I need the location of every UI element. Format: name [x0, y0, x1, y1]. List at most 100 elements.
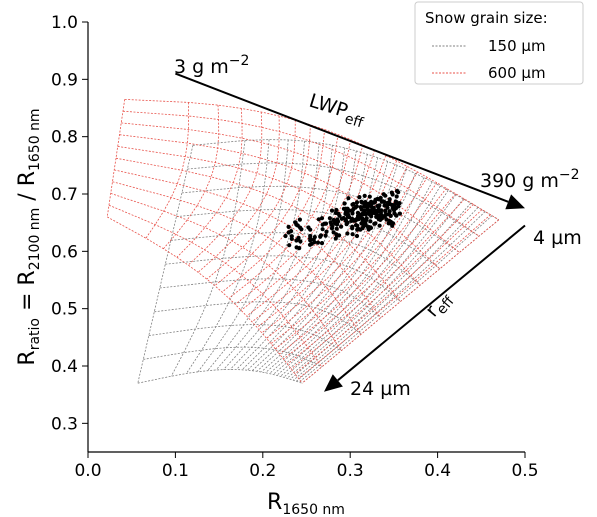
observation-point: [397, 211, 402, 216]
lut-grid-line: [256, 160, 397, 328]
x-tick-label: 0.3: [337, 461, 364, 481]
lut-grid-line: [298, 215, 493, 383]
y-tick-label: 0.3: [51, 414, 78, 434]
lwp-start-label: 3 g m−2: [174, 53, 249, 78]
observation-point: [381, 192, 386, 197]
lut-grid-line: [251, 155, 387, 323]
lut-grid-line: [256, 165, 398, 372]
y-tick-label: 0.7: [51, 185, 78, 205]
observation-point: [367, 194, 372, 199]
observation-point: [339, 216, 344, 221]
x-tick-label: 0.5: [511, 461, 538, 481]
observation-point: [343, 217, 348, 222]
observation-point: [350, 232, 355, 237]
y-tick-label: 1.0: [51, 13, 78, 33]
lwp-arrow-line: [175, 72, 509, 203]
observation-point: [365, 206, 370, 211]
observation-point: [343, 210, 348, 215]
lut-grid-line: [272, 181, 433, 375]
observation-point: [286, 224, 291, 229]
observation-point: [308, 227, 313, 232]
lut-grid-line: [124, 99, 500, 221]
observation-point: [329, 226, 335, 231]
lut-grid-line: [137, 368, 303, 384]
observation-point: [294, 222, 299, 227]
y-axis-title-part: / R: [15, 171, 40, 208]
observation-point: [296, 235, 301, 240]
observation-point: [308, 236, 313, 241]
y-tick-label: 0.8: [51, 128, 78, 148]
observation-point: [354, 233, 360, 239]
observation-point: [362, 208, 367, 213]
observation-point: [307, 242, 313, 247]
lut-grid-line: [207, 141, 305, 371]
observation-point: [382, 203, 387, 208]
observation-point: [334, 226, 339, 231]
observation-point: [379, 213, 384, 218]
observation-point: [287, 243, 292, 248]
legend-title: Snow grain size:: [425, 9, 548, 27]
observation-point: [355, 217, 360, 222]
lut-grid-line: [270, 177, 428, 344]
observation-point: [375, 203, 380, 209]
observation-point: [394, 194, 399, 199]
observation-point: [346, 196, 351, 201]
observation-point: [283, 233, 288, 239]
observation-point: [339, 224, 344, 229]
observation-point: [393, 206, 399, 211]
observation-point: [298, 239, 303, 244]
ticks-layer: 0.0 0.1 0.2 0.3 0.4 0.5 0.3 0.4 0.5 0.6 0.7 0.8 0.9 1…: [51, 13, 539, 481]
observation-point: [328, 220, 333, 225]
observation-point: [353, 223, 359, 228]
lut-grid-line: [176, 209, 441, 270]
observation-point: [363, 212, 368, 217]
observation-point: [350, 211, 355, 216]
y-tick-label: 0.6: [51, 242, 78, 262]
observation-point: [368, 219, 373, 224]
legend-label-150: 150 µm: [488, 37, 546, 55]
y-axis-title-part: R: [15, 350, 40, 365]
lut-grid-line: [121, 122, 460, 253]
lut-grid-line: [221, 129, 325, 293]
observation-point: [383, 212, 388, 217]
observation-point: [387, 218, 392, 223]
lut-grid-line: [247, 157, 379, 371]
observation-point: [347, 208, 352, 213]
observation-point: [357, 195, 362, 200]
observation-point: [350, 208, 355, 213]
observation-point: [335, 217, 340, 222]
lut-grid-line: [159, 278, 382, 319]
lut-grid-line: [236, 150, 357, 370]
observation-point: [387, 197, 392, 202]
observation-point: [362, 201, 367, 206]
observation-point: [362, 193, 367, 198]
lwp-axis-label: LWPeff: [305, 90, 368, 132]
lut-grid-line: [266, 171, 418, 339]
legend-label-600: 600 µm: [488, 64, 546, 82]
observation-point: [312, 240, 317, 245]
lwp-arrow-head: [505, 194, 525, 210]
lut-grid-line: [110, 193, 342, 351]
lut-grid-line: [215, 142, 320, 371]
observation-point: [299, 227, 304, 232]
observation-point: [337, 213, 342, 218]
observation-point: [373, 221, 378, 226]
observation-point: [386, 211, 392, 216]
x-tick-label: 0.1: [162, 461, 189, 481]
observation-point: [390, 192, 395, 197]
observation-point: [297, 217, 302, 222]
lut-grid-line: [143, 346, 322, 368]
observation-point: [383, 208, 388, 213]
lut-grid-line: [294, 209, 483, 375]
lut-grid-line: [197, 115, 280, 273]
observation-point: [297, 246, 302, 251]
observation-point: [350, 224, 355, 229]
lut-grid-layer: [106, 99, 500, 384]
observation-point: [345, 214, 350, 219]
observation-point: [315, 240, 321, 245]
observation-point: [368, 225, 374, 230]
observations-layer: [283, 189, 402, 251]
x-axis-title-main: R: [267, 490, 282, 515]
lut-grid-line: [275, 182, 438, 350]
